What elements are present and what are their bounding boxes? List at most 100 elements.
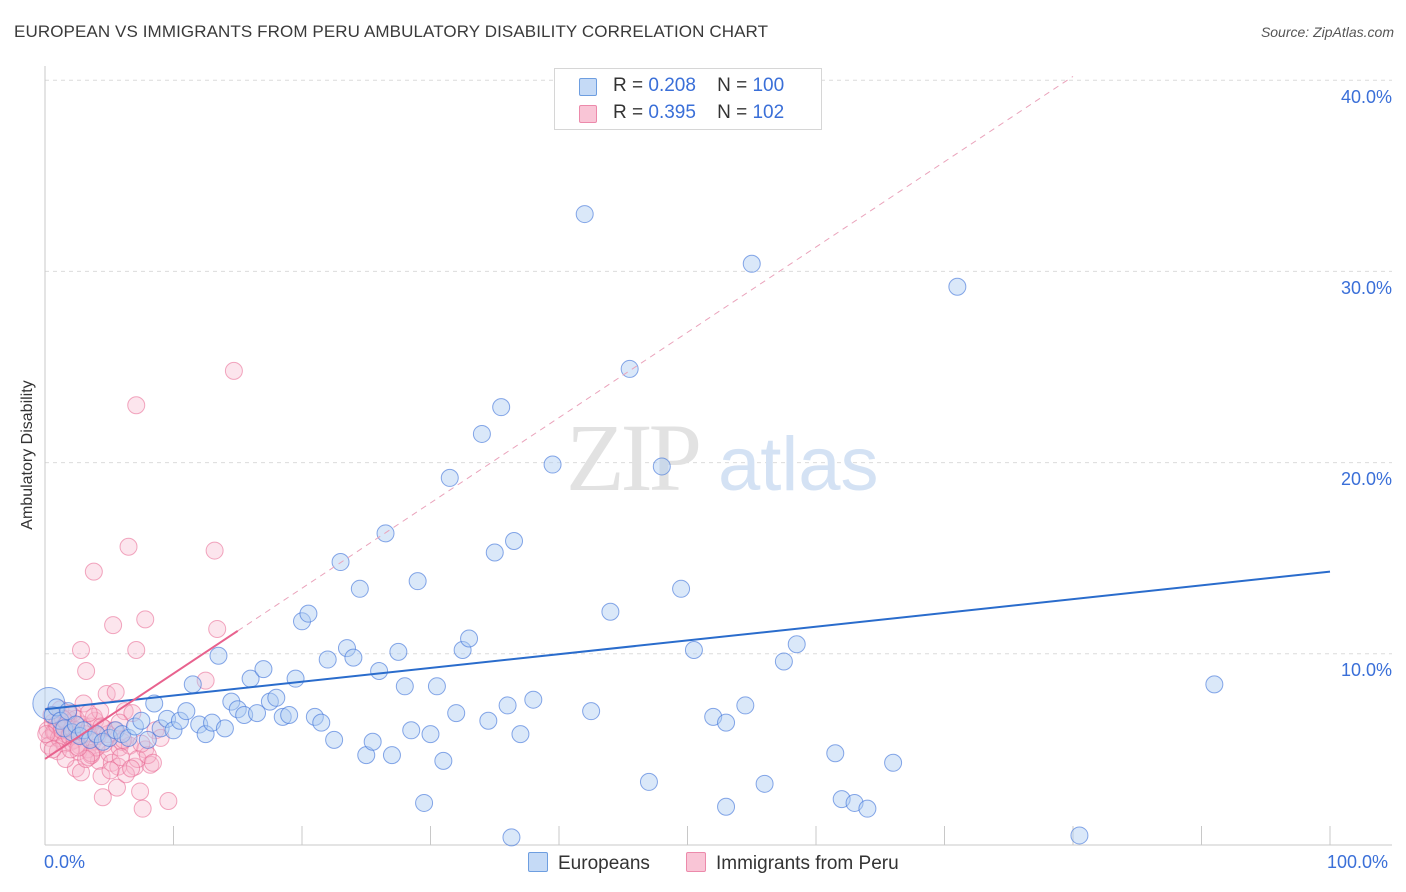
- european-point: [280, 705, 299, 724]
- peru-point: [127, 396, 146, 415]
- european-point: [119, 728, 138, 747]
- european-point: [543, 455, 562, 474]
- european-point: [273, 707, 292, 726]
- european-point: [337, 639, 356, 658]
- y-tick-label-10: 10.0%: [1340, 660, 1392, 680]
- european-point: [215, 719, 234, 738]
- european-point: [370, 662, 389, 681]
- european-point: [415, 793, 434, 812]
- bottom-legend-swatch-pink: [686, 852, 706, 872]
- european-point: [382, 746, 401, 765]
- peru-point: [77, 662, 96, 681]
- grid-layer: [45, 79, 1392, 655]
- european-point: [209, 646, 228, 665]
- european-point: [222, 692, 241, 711]
- european-point: [511, 725, 530, 744]
- legend-swatch-pink: [579, 105, 597, 123]
- european-point: [254, 660, 273, 679]
- legend-n-label: N =: [717, 102, 748, 123]
- european-point: [363, 732, 382, 751]
- european-point: [177, 702, 196, 721]
- european-trend-line: [44, 570, 1331, 711]
- x-tick-label-min: 0.0%: [44, 852, 86, 872]
- legend-r-label: R =: [613, 102, 644, 123]
- european-point: [736, 696, 755, 715]
- legend-n-label: N =: [717, 75, 748, 96]
- peru-point: [56, 749, 75, 768]
- peru-point: [122, 759, 141, 778]
- peru-point: [92, 767, 111, 786]
- european-point: [502, 828, 521, 847]
- peru-point: [128, 749, 147, 768]
- european-point: [395, 677, 414, 696]
- european-point: [434, 751, 453, 770]
- european-point: [312, 713, 331, 732]
- peru-point: [43, 740, 62, 759]
- peru-trend-extension: [237, 75, 1074, 632]
- european-point: [344, 648, 363, 667]
- european-point: [421, 725, 440, 744]
- european-point: [286, 669, 305, 688]
- european-point: [325, 730, 344, 749]
- european-point: [717, 797, 736, 816]
- european-point: [742, 254, 761, 273]
- peru-point: [205, 541, 224, 560]
- peru-point: [101, 761, 120, 780]
- european-point: [164, 721, 183, 740]
- bottom-legend-peru: Immigrants from Peru: [686, 852, 899, 875]
- european-point: [132, 711, 151, 730]
- european-point: [601, 602, 620, 621]
- european-point: [672, 579, 691, 598]
- european-point: [170, 711, 189, 730]
- peru-point: [131, 782, 150, 801]
- european-point: [479, 711, 498, 730]
- european-point: [389, 642, 408, 661]
- peru-point: [106, 683, 125, 702]
- legend-swatch-blue: [579, 78, 597, 96]
- peru-point: [119, 537, 138, 556]
- european-point: [717, 713, 736, 732]
- trend-lines: [44, 75, 1331, 760]
- legend-r-value: 0.395: [648, 102, 696, 123]
- european-point: [492, 398, 511, 417]
- european-point: [1070, 826, 1089, 845]
- peru-point: [143, 753, 162, 772]
- european-point: [498, 696, 517, 715]
- european-point: [826, 744, 845, 763]
- legend-r-label: R =: [613, 75, 644, 96]
- correlation-legend: R = 0.208 N = 100 R = 0.395 N = 102: [554, 68, 822, 130]
- peru-point: [93, 788, 112, 807]
- european-point: [505, 532, 524, 551]
- european-point: [639, 772, 658, 791]
- european-point: [1205, 675, 1224, 694]
- european-point: [858, 799, 877, 818]
- legend-n-value: 102: [752, 102, 785, 123]
- source-label: Source: ZipAtlas.com: [1260, 24, 1394, 40]
- european-point: [948, 277, 967, 296]
- european-point: [787, 635, 806, 654]
- european-point: [524, 690, 543, 709]
- bottom-legend-europeans: Europeans: [528, 852, 650, 875]
- european-points: [32, 205, 1224, 847]
- european-point: [318, 650, 337, 669]
- watermark-atlas: atlas: [718, 422, 879, 507]
- peru-points: [37, 361, 243, 818]
- peru-point: [159, 792, 178, 811]
- chart-title: EUROPEAN VS IMMIGRANTS FROM PERU AMBULAT…: [14, 22, 769, 41]
- y-tick-label-40: 40.0%: [1340, 87, 1392, 107]
- watermark-zip: ZIP: [566, 404, 699, 511]
- european-point: [267, 688, 286, 707]
- peru-point: [123, 704, 142, 723]
- european-point: [453, 640, 472, 659]
- peru-point: [107, 778, 126, 797]
- european-point: [460, 629, 479, 648]
- european-point: [485, 543, 504, 562]
- european-point: [248, 704, 267, 723]
- peru-point: [127, 640, 146, 659]
- peru-trend-line: [44, 630, 239, 760]
- peru-point: [37, 725, 56, 744]
- european-point: [774, 652, 793, 671]
- european-point: [293, 612, 311, 631]
- european-point: [472, 424, 491, 443]
